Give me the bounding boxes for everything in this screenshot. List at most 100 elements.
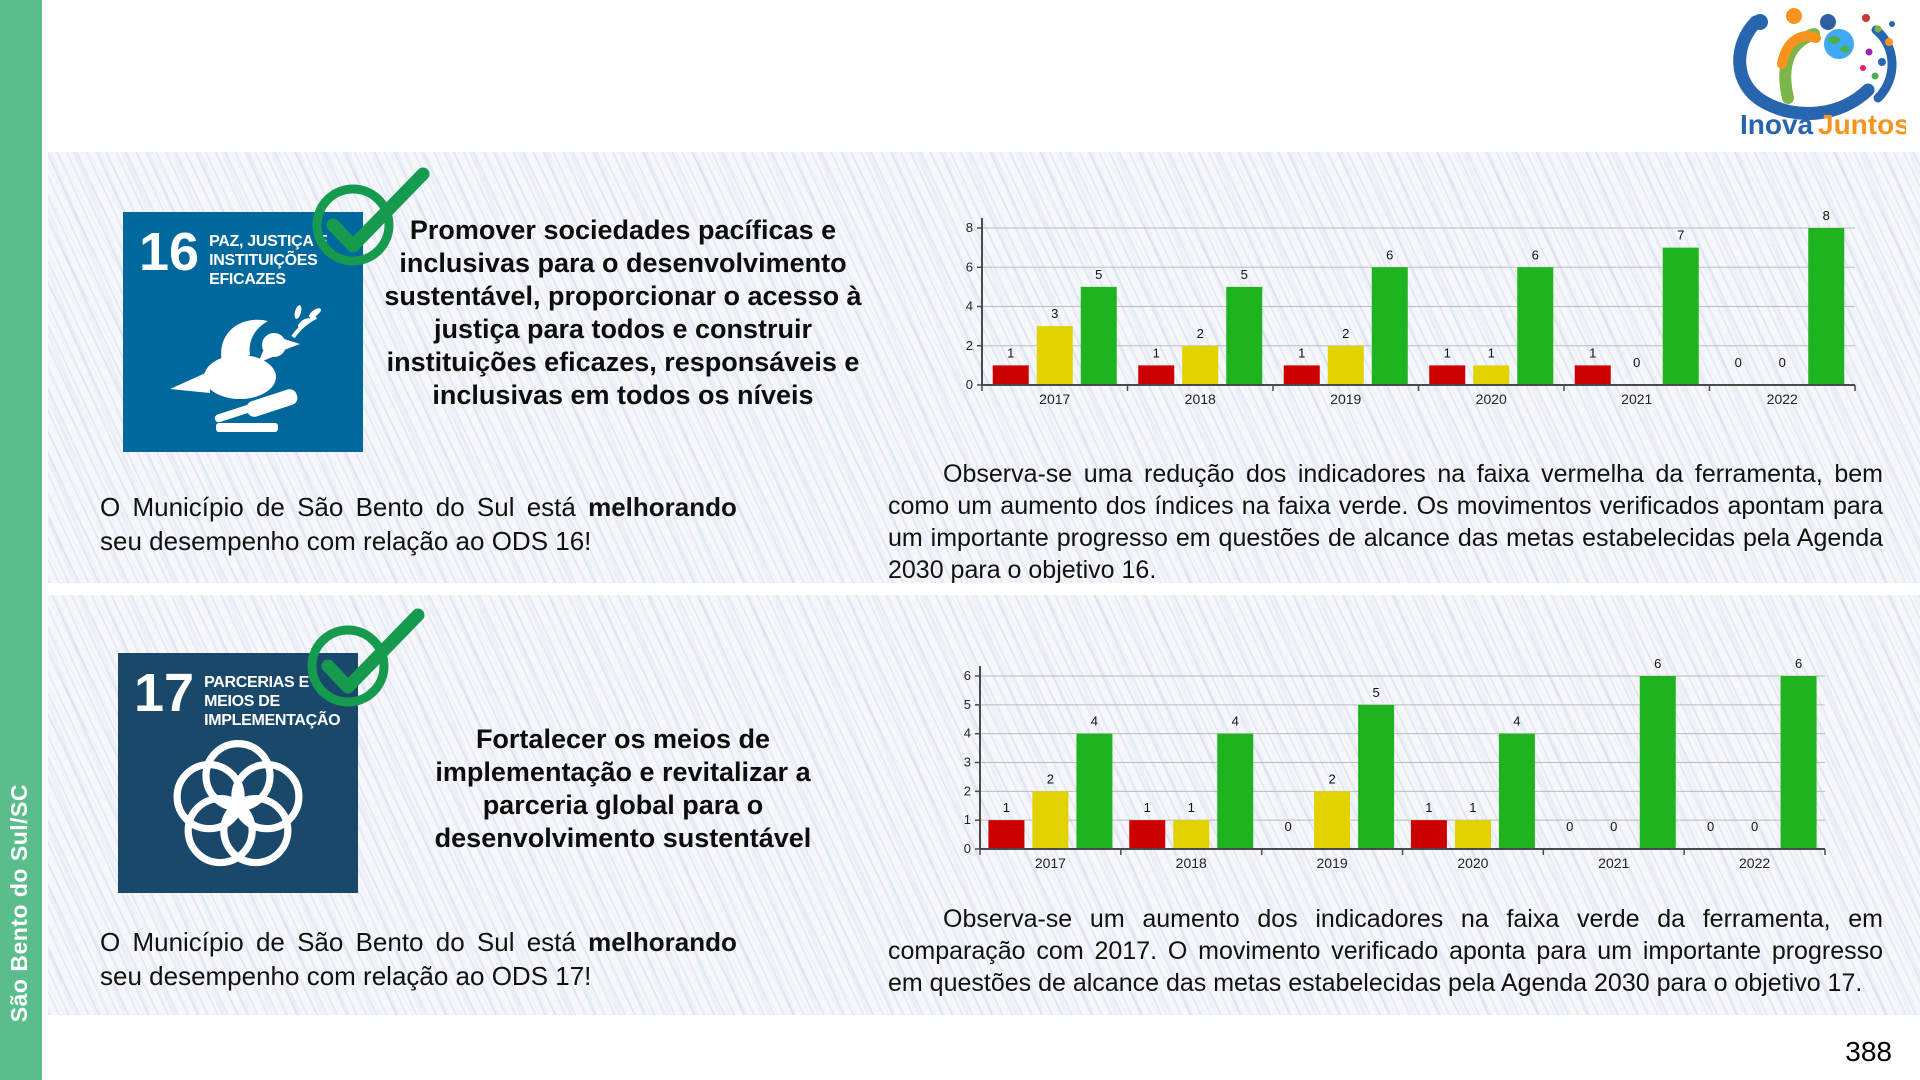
bar-faixa-verde	[1358, 704, 1395, 849]
bar-faixa-amarela	[1327, 345, 1364, 385]
bar-value-label: 8	[1823, 210, 1830, 223]
bar-value-label: 0	[1610, 819, 1617, 834]
bar-value-label: 4	[1513, 714, 1520, 729]
bar-value-label: 2	[1342, 326, 1349, 341]
bar-value-label: 7	[1677, 228, 1684, 243]
bar-faixa-vermelha	[1129, 820, 1166, 849]
bar-faixa-verde	[1662, 247, 1699, 385]
bar-value-label: 0	[1707, 819, 1714, 834]
bar-faixa-vermelha	[1574, 365, 1611, 385]
sidebar: São Bento do Sul/SC	[0, 0, 42, 1080]
bar-value-label: 2	[1197, 326, 1204, 341]
bar-value-label: 1	[1488, 345, 1495, 360]
bar-value-label: 1	[1298, 345, 1305, 360]
bar-faixa-vermelha	[1283, 365, 1320, 385]
logo-swoosh	[1733, 15, 1897, 120]
bar-value-label: 6	[1532, 247, 1539, 262]
bar-value-label: 1	[1589, 345, 1596, 360]
y-tick-label: 8	[966, 220, 973, 235]
status-suffix: seu desempenho com relação ao ODS 17!	[100, 961, 592, 991]
bar-value-label: 1	[1469, 800, 1476, 815]
x-category-label: 2019	[1330, 391, 1361, 407]
bar-faixa-verde	[1080, 286, 1117, 385]
x-category-label: 2020	[1476, 391, 1507, 407]
status-suffix: seu desempenho com relação ao ODS 16!	[100, 526, 592, 556]
bar-value-label: 1	[1444, 345, 1451, 360]
bar-faixa-verde	[1808, 228, 1845, 385]
logo-people-heads	[1752, 8, 1836, 30]
y-tick-label: 4	[964, 726, 971, 741]
bar-faixa-verde	[1076, 733, 1113, 849]
bar-chart-svg: 0 1 2 3 4 5 6 1 2 4 2017 1 1 4 2018 0 2 5 2019 1 1 4 2020 0 0 6 20…	[964, 656, 1826, 871]
bar-faixa-verde	[1517, 267, 1554, 385]
bar-value-label: 1	[1003, 800, 1010, 815]
bar-value-label: 0	[1751, 819, 1758, 834]
bar-value-label: 0	[1735, 355, 1742, 370]
bar-value-label: 4	[1091, 714, 1098, 729]
bar-value-label: 1	[1188, 800, 1195, 815]
y-tick-label: 6	[964, 668, 971, 683]
x-category-label: 2018	[1176, 855, 1207, 871]
y-tick-label: 2	[966, 338, 973, 353]
check-icon	[312, 167, 430, 266]
sdg17-number: 17	[134, 663, 195, 723]
bar-value-label: 0	[1566, 819, 1573, 834]
y-tick-label: 0	[964, 841, 971, 856]
bar-faixa-vermelha	[992, 365, 1029, 385]
bar-value-label: 6	[1386, 247, 1393, 262]
bar-faixa-verde	[1639, 676, 1676, 849]
bar-faixa-vermelha	[1410, 820, 1447, 849]
bar-value-label: 5	[1241, 267, 1248, 282]
bar-faixa-verde	[1217, 733, 1254, 849]
logo-dots	[1860, 14, 1895, 80]
sdg16-header: 16 PAZ, JUSTIÇA E INSTITUIÇÕES EFICAZES	[123, 212, 363, 289]
bar-value-label: 0	[1633, 355, 1640, 370]
bar-faixa-verde	[1226, 286, 1263, 385]
bar-value-label: 2	[1047, 771, 1054, 786]
bar-faixa-vermelha	[1138, 365, 1175, 385]
sdg16-title: PAZ, JUSTIÇA E INSTITUIÇÕES EFICAZES	[209, 233, 328, 288]
bar-faixa-verde	[1780, 676, 1817, 849]
status-highlight: melhorando	[588, 927, 737, 957]
bar-value-label: 1	[1144, 800, 1151, 815]
x-category-label: 2018	[1185, 391, 1216, 407]
status-prefix: O Município de São Bento do Sul está	[100, 492, 576, 522]
bar-faixa-verde	[1498, 733, 1535, 849]
logo-text-inova: Inova	[1740, 109, 1814, 140]
ods16-analysis-text: Observa-se uma redução dos indicadores n…	[888, 460, 1883, 584]
bar-value-label: 5	[1095, 267, 1102, 282]
interlocking-rings-icon	[173, 740, 303, 867]
globe-icon	[1824, 29, 1854, 59]
ods17-section: 17 PARCERIAS E MEIOS DE IMPLEMENTAÇÃO Fo…	[48, 595, 1920, 1015]
sidebar-municipality-label: São Bento do Sul/SC	[6, 783, 32, 1022]
bar-faixa-amarela	[1173, 820, 1210, 849]
status-prefix: O Município de São Bento do Sul está	[100, 927, 576, 957]
bar-value-label: 0	[1284, 819, 1291, 834]
bar-faixa-amarela	[1182, 345, 1219, 385]
bar-value-label: 1	[1153, 345, 1160, 360]
ods16-goal-description: Promover sociedades pacíficas e inclusiv…	[384, 215, 862, 410]
x-category-label: 2019	[1317, 855, 1348, 871]
bar-value-label: 5	[1372, 685, 1379, 700]
bar-value-label: 6	[1654, 658, 1661, 671]
bar-faixa-amarela	[1314, 791, 1351, 849]
ods17-bar-chart: 0 1 2 3 4 5 6 1 2 4 2017 1 1 4 2018 0 2 5 2019 1 1 4 2020 0 0 6 20…	[940, 656, 1870, 881]
bar-chart-svg: 0 2 4 6 8 1 3 5 2017 1 2 5 2018 1 2 6 2019 1 1 6 2020 1 0 7 2021…	[966, 208, 1856, 407]
bar-value-label: 1	[1425, 800, 1432, 815]
x-category-label: 2022	[1767, 391, 1798, 407]
y-tick-label: 6	[966, 259, 973, 274]
status-first-line: O Município de São Bento do Sul está mel…	[100, 927, 737, 957]
bar-faixa-amarela	[1454, 820, 1491, 849]
page-number: 388	[1845, 1036, 1892, 1067]
x-category-label: 2022	[1739, 855, 1770, 871]
ods16-status-text: O Município de São Bento do Sul está mel…	[100, 490, 760, 558]
y-tick-label: 2	[964, 783, 971, 798]
bar-faixa-amarela	[1473, 365, 1510, 385]
y-tick-label: 4	[966, 299, 973, 314]
x-category-label: 2021	[1598, 855, 1629, 871]
ods17-goal-description: Fortalecer os meios de implementação e r…	[434, 724, 812, 853]
bar-value-label: 4	[1232, 714, 1239, 729]
x-category-label: 2020	[1457, 855, 1488, 871]
status-highlight: melhorando	[588, 492, 737, 522]
